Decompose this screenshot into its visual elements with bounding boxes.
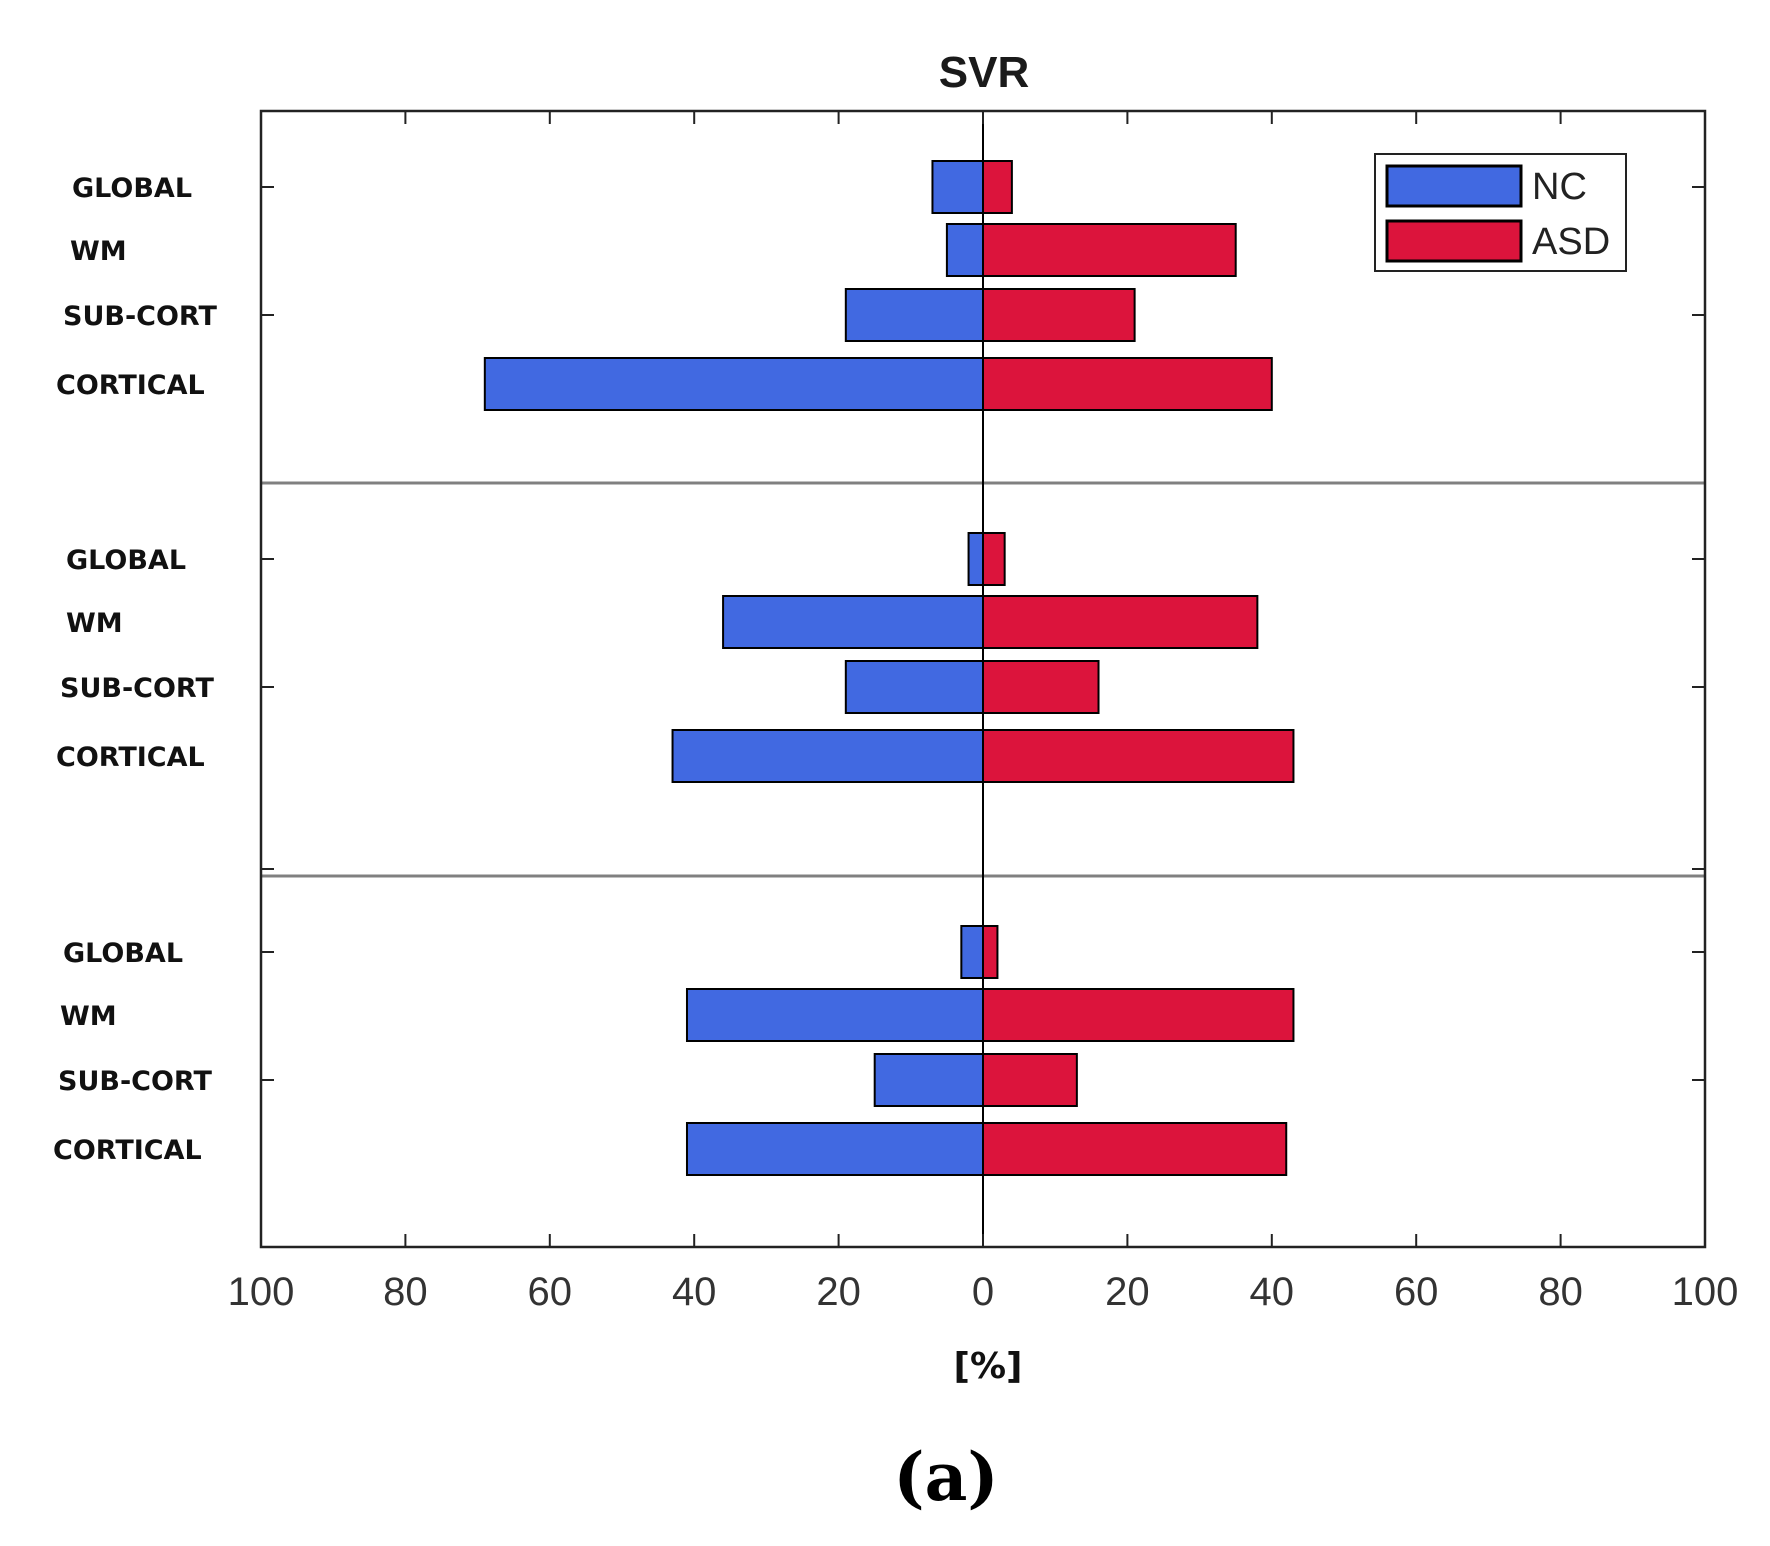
x-tick-label: 100 — [1672, 1270, 1739, 1314]
bar-asd-cortical-panel3 — [982, 1122, 1288, 1176]
x-tick-label: 100 — [228, 1270, 295, 1314]
x-tick-label: 20 — [1105, 1270, 1150, 1314]
bar-asd-wm-panel3 — [982, 988, 1295, 1042]
bar-asd-sub-cort-panel2 — [982, 660, 1100, 714]
bar-nc-wm-panel1 — [945, 223, 985, 277]
x-tick-label: 80 — [1538, 1270, 1583, 1314]
category-label-sub-cort-panel3: SUB-CORT — [58, 1066, 213, 1097]
category-label-cortical-panel1: CORTICAL — [56, 370, 205, 401]
bar-asd-sub-cort-panel1 — [982, 288, 1136, 342]
x-tick-label: 0 — [972, 1270, 994, 1314]
bar-nc-global-panel1 — [931, 160, 985, 214]
x-axis-label: [%] — [954, 1346, 1023, 1387]
figure-caption: (a) — [893, 1438, 998, 1516]
bar-nc-wm-panel2 — [722, 595, 985, 649]
x-tick-label: 20 — [816, 1270, 861, 1314]
category-label-wm-panel3: WM — [60, 1001, 117, 1032]
bar-asd-sub-cort-panel3 — [982, 1053, 1078, 1107]
category-label-global-panel2: GLOBAL — [66, 545, 186, 576]
bar-nc-sub-cort-panel1 — [844, 288, 984, 342]
category-label-cortical-panel3: CORTICAL — [53, 1135, 202, 1166]
x-tick-label: 40 — [1250, 1270, 1295, 1314]
category-label-sub-cort-panel2: SUB-CORT — [60, 673, 215, 704]
category-label-global-panel1: GLOBAL — [72, 173, 192, 204]
category-label-wm-panel2: WM — [66, 608, 123, 639]
bar-asd-global-panel1 — [982, 160, 1013, 214]
plot-area: GLOBAL WM SUB-CORT CORTICAL GLOBAL WM SUB-CORT… — [53, 109, 1739, 1314]
bar-asd-global-panel3 — [982, 925, 999, 979]
bar-nc-sub-cort-panel2 — [844, 660, 984, 714]
legend-swatch-asd — [1385, 219, 1523, 263]
legend-label-nc: NC — [1532, 166, 1587, 208]
category-label-cortical-panel2: CORTICAL — [56, 742, 205, 773]
legend-label-asd: ASD — [1532, 221, 1610, 263]
bar-nc-global-panel2 — [967, 532, 984, 586]
category-label-wm-panel1: WM — [70, 236, 127, 267]
legend-swatch-nc — [1385, 164, 1523, 208]
legend: NC ASD — [1374, 153, 1627, 272]
bar-nc-sub-cort-panel3 — [873, 1053, 985, 1107]
x-tick-label: 40 — [672, 1270, 717, 1314]
bar-asd-global-panel2 — [982, 532, 1006, 586]
bar-asd-wm-panel1 — [982, 223, 1237, 277]
x-tick-label: 60 — [528, 1270, 573, 1314]
x-tick-label: 80 — [383, 1270, 428, 1314]
bar-asd-wm-panel2 — [982, 595, 1259, 649]
bar-nc-cortical-panel2 — [671, 729, 984, 783]
category-label-sub-cort-panel1: SUB-CORT — [63, 301, 218, 332]
bar-nc-cortical-panel1 — [483, 357, 984, 411]
category-label-global-panel3: GLOBAL — [63, 938, 183, 969]
bar-nc-cortical-panel3 — [685, 1122, 984, 1176]
bar-nc-wm-panel3 — [685, 988, 984, 1042]
x-tick-label: 60 — [1394, 1270, 1439, 1314]
bar-asd-cortical-panel2 — [982, 729, 1295, 783]
bar-asd-cortical-panel1 — [982, 357, 1273, 411]
bar-nc-global-panel3 — [960, 925, 985, 979]
chart-title: SVR — [939, 48, 1029, 97]
